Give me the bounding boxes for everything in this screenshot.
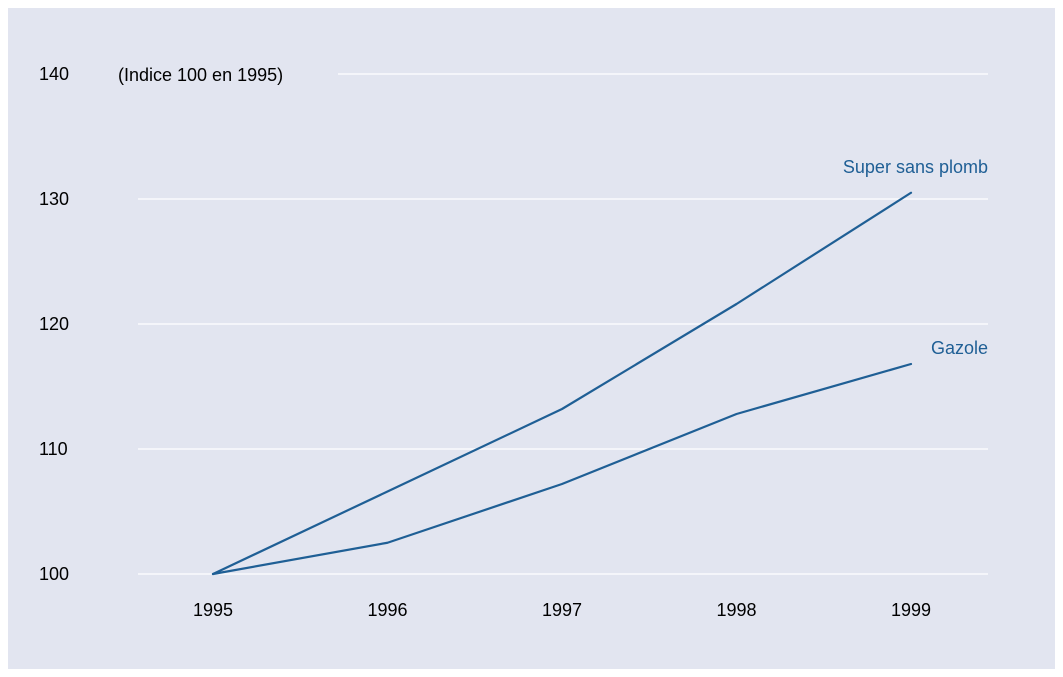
series-line-super-sans-plomb [211, 191, 913, 576]
unit-note: (Indice 100 en 1995) [118, 65, 283, 85]
x-tick-label: 1999 [891, 600, 931, 620]
grid-lines [138, 73, 988, 575]
x-axis-ticks: 1995 1996 1997 1998 1999 [193, 600, 931, 620]
series-label: Gazole [931, 338, 988, 358]
y-tick-label: 120 [39, 314, 69, 334]
y-tick-label: 130 [39, 189, 69, 209]
y-tick-label: 110 [39, 439, 68, 459]
x-tick-label: 1995 [193, 600, 233, 620]
unit-note-backdrop [113, 58, 338, 88]
x-tick-label: 1997 [542, 600, 582, 620]
chart-panel: 100 110 120 130 140 1995 1996 1997 1998 1999 (In… [8, 8, 1055, 669]
x-tick-label: 1996 [367, 600, 407, 620]
series-line-gazole [211, 362, 913, 576]
y-tick-label: 140 [39, 64, 69, 84]
series-label: Super sans plomb [843, 157, 988, 177]
y-tick-label: 100 [39, 564, 69, 584]
series-labels: Super sans plomb Gazole [843, 157, 988, 358]
x-tick-label: 1998 [716, 600, 756, 620]
y-axis-ticks: 100 110 120 130 140 [39, 64, 69, 584]
line-chart: 100 110 120 130 140 1995 1996 1997 1998 1999 (In… [39, 58, 988, 620]
series-lines [211, 191, 913, 576]
